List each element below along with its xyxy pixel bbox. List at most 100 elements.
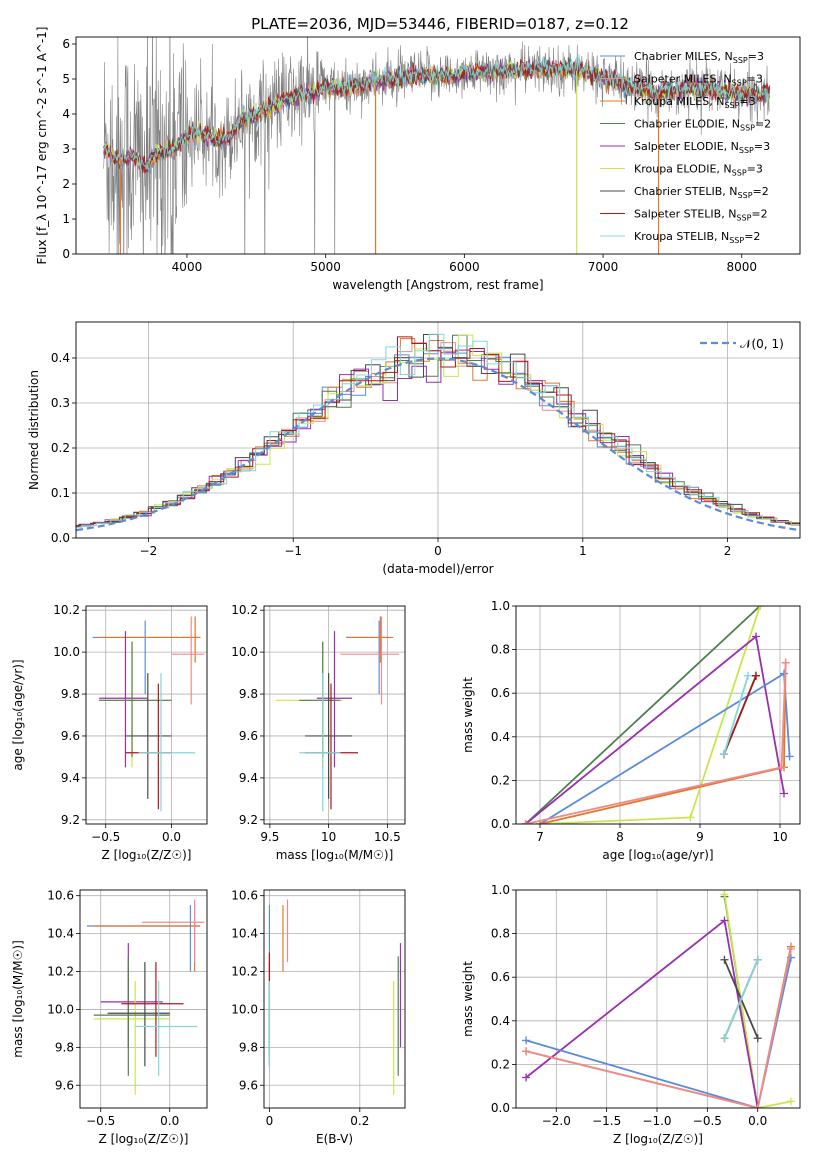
y-tick-label: 9.6 [61, 729, 80, 743]
y-tick-label: 9.8 [239, 687, 258, 701]
x-tick-label: 8 [616, 830, 624, 844]
y-tick-label: 0 [62, 247, 70, 261]
y-tick-label: 10.4 [47, 927, 74, 941]
y-tick-label: 0.1 [51, 486, 70, 500]
x-tick-label: 10 [321, 830, 336, 844]
weight-marker [522, 1073, 531, 1082]
x-tick-label: 9 [696, 830, 704, 844]
x-tick-label: −1 [284, 544, 302, 558]
y-tick-label: 0.4 [51, 351, 70, 365]
legend-tail: =3 [754, 140, 770, 153]
legend-label: 𝒩(0, 1) [740, 337, 784, 351]
x-axis-label: Z [log₁₀(Z/Z☉)] [102, 848, 192, 862]
weight-marker [786, 1097, 795, 1106]
point-kroupa-stelib [135, 980, 198, 1076]
axes-frame [263, 605, 406, 825]
series-kroupa-stelib [720, 955, 762, 1043]
y-tick-label: 0.2 [491, 773, 510, 787]
weight-marker [686, 813, 695, 822]
weight-line [525, 957, 792, 1108]
point-kroupa-miles [93, 905, 201, 972]
x-tick-label: 0.0 [748, 1114, 767, 1128]
legend-subscript: SSP [732, 169, 747, 178]
legend-subscript: SSP [738, 191, 753, 200]
series-chabrier-miles [522, 953, 795, 1108]
mass-vs-ebv-panel: 0 0.2 9.6 9.8 10.0 10.2 10.4 10.6 E(B-V) [231, 889, 406, 1146]
model-spectrum-salpeter-stelib [103, 58, 770, 174]
y-tick-label: 10.0 [47, 1002, 74, 1016]
legend-tail: =2 [744, 230, 760, 243]
x-tick-label: 4000 [172, 260, 203, 274]
point-salpeter-miles [171, 616, 205, 705]
x-tick-label: −0.5 [86, 1114, 115, 1128]
legend-tail: =3 [739, 95, 755, 108]
weight-marker [780, 669, 788, 678]
y-tick-label: 4 [62, 107, 70, 121]
weight-marker [720, 890, 729, 899]
point-salpeter-elodie [100, 943, 163, 1048]
y-tick-label: 10.4 [231, 927, 258, 941]
legend-subscript: SSP [736, 214, 751, 223]
y-tick-label: 10.0 [231, 645, 258, 659]
point-salpeter-elodie [99, 631, 148, 768]
x-tick-label: 5000 [310, 260, 341, 274]
series-kroupa-stelib [720, 671, 752, 759]
legend-tail: =3 [748, 50, 764, 63]
legend-subscript: SSP [739, 146, 754, 155]
weight-marker [752, 671, 760, 680]
weight-marker [785, 752, 794, 761]
legend-subscript: SSP [724, 101, 739, 110]
normal-curve [76, 357, 800, 532]
x-tick-label: 0 [266, 1114, 274, 1128]
x-tick-label: 8000 [726, 260, 757, 274]
weight-marker [752, 632, 760, 641]
point-kroupa-stelib [299, 673, 341, 812]
legend-label: Kroupa ELODIE, NSSP=3 [634, 163, 763, 178]
y-tick-label: 0.6 [491, 970, 510, 984]
y-tick-label: 0.3 [51, 396, 70, 410]
legend-tail: =2 [753, 185, 769, 198]
y-tick-label: 1.0 [491, 599, 510, 613]
weight-marker [777, 763, 786, 772]
point-kroupa-stelib [138, 673, 196, 812]
weight-marker [744, 671, 752, 680]
x-tick-label: 0.2 [350, 1114, 369, 1128]
weight-line [723, 675, 749, 755]
point-kroupa-elodie [275, 641, 343, 768]
legend-subscript: SSP [732, 79, 747, 88]
weight-marker [522, 1036, 531, 1045]
y-axis-label: age [log₁₀(age/yr)] [11, 659, 25, 770]
y-tick-label: 5 [62, 72, 70, 86]
weight-marker [753, 1034, 762, 1043]
plot-area [76, 333, 800, 532]
y-tick-label: 10.2 [53, 603, 80, 617]
x-tick-label: −2.0 [542, 1114, 571, 1128]
y-tick-label: 9.8 [61, 687, 80, 701]
weight-line [723, 675, 757, 755]
y-tick-label: 10.6 [231, 889, 258, 903]
weight-marker [756, 606, 764, 610]
y-axis-label: mass weight [461, 677, 475, 753]
series-chabrier-elodie [521, 606, 764, 824]
model-spectrum-kroupa-stelib [103, 53, 770, 171]
x-tick-label: 0.0 [162, 830, 181, 844]
axes-frame [75, 321, 801, 539]
weight-marker [753, 1104, 762, 1108]
legend-label: Kroupa STELIB, NSSP=2 [634, 230, 760, 245]
axes-frame [85, 605, 208, 825]
histogram-chabrier-stelib [76, 334, 800, 529]
axes-frame [75, 36, 801, 255]
x-tick-label: 6000 [449, 260, 480, 274]
x-tick-label: −2 [140, 544, 158, 558]
y-tick-label: 9.8 [239, 1040, 258, 1054]
point-chabrier-stelib [107, 962, 170, 1067]
x-axis-label: age [log₁₀(age/yr)] [602, 848, 713, 862]
spectrum-panel: 4000 5000 6000 7000 8000 0 1 2 3 4 5 6 wavelength [A… [35, 27, 801, 292]
y-tick-label: 10.2 [231, 965, 258, 979]
axes-frame [515, 889, 801, 1109]
weight-marker [786, 944, 795, 953]
weight-marker [780, 789, 788, 798]
weight-marker [720, 1034, 729, 1043]
legend-label: Chabrier MILES, NSSP=3 [634, 50, 764, 65]
weight-line [524, 606, 761, 824]
